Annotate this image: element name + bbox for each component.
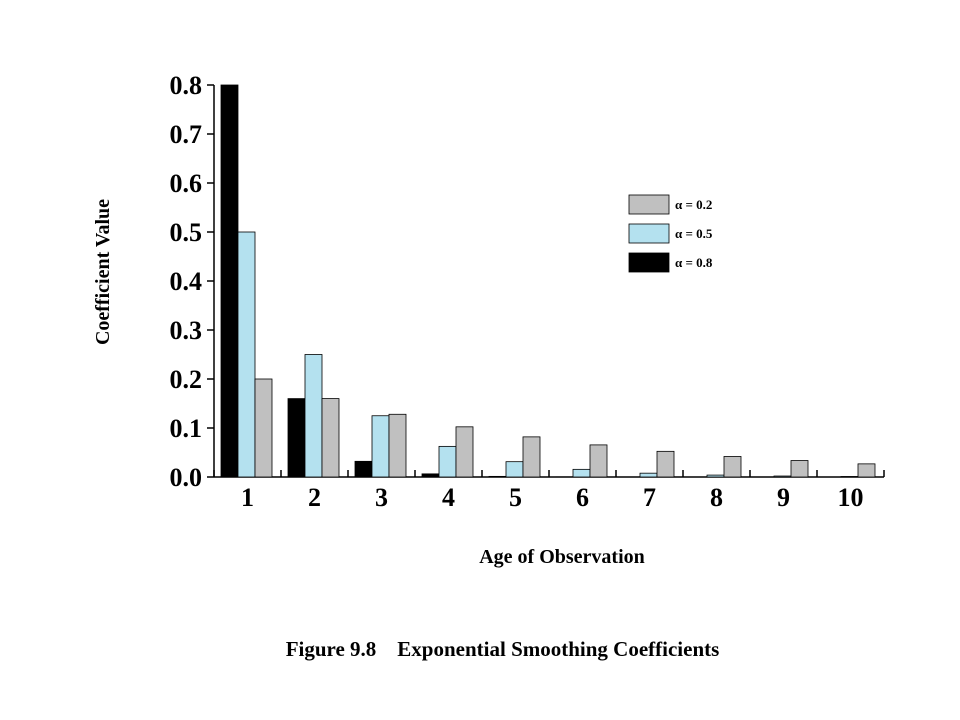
- y-tick-label: 0.4: [170, 267, 203, 296]
- legend-label: α = 0.8: [675, 255, 713, 270]
- x-tick-label: 10: [838, 483, 864, 512]
- bar: [572, 468, 591, 478]
- y-axis: 0.0 0.1 0.2 0.3 0.4 0.5 0.6 0.7 0.8: [170, 71, 215, 492]
- bar: [455, 426, 474, 478]
- y-tick-label: 0.1: [170, 414, 203, 443]
- x-tick-label: 5: [509, 483, 522, 512]
- bar: [421, 473, 440, 478]
- y-tick-label: 0.7: [170, 120, 203, 149]
- bar: [254, 378, 273, 478]
- legend-label: α = 0.5: [675, 226, 713, 241]
- x-tick-label: 6: [576, 483, 589, 512]
- bar: [706, 474, 725, 478]
- x-tick-label: 7: [643, 483, 656, 512]
- figure-title: Exponential Smoothing Coefficients: [397, 637, 720, 661]
- bar: [589, 444, 608, 478]
- x-tick-label: 1: [241, 483, 254, 512]
- figure-number: Figure 9.8: [285, 637, 377, 661]
- bar: [237, 231, 256, 478]
- x-tick-label: 8: [710, 483, 723, 512]
- bars: [220, 84, 876, 478]
- y-tick-label: 0.3: [170, 316, 203, 345]
- y-tick-label: 0.6: [170, 169, 203, 198]
- legend-swatch: [628, 252, 670, 273]
- x-tick-label: 4: [442, 483, 455, 512]
- bar: [790, 460, 809, 478]
- bar: [723, 456, 742, 478]
- bar: [656, 450, 675, 478]
- bar: [505, 461, 524, 478]
- y-tick-label: 0.2: [170, 365, 203, 394]
- legend-swatch: [628, 194, 670, 215]
- legend-swatch: [628, 223, 670, 244]
- y-tick-label: 0.0: [170, 463, 203, 492]
- y-tick-label: 0.8: [170, 71, 203, 100]
- bar: [371, 415, 390, 478]
- bar: [287, 398, 306, 478]
- x-tick-label: 2: [308, 483, 321, 512]
- x-tick-label: 9: [777, 483, 790, 512]
- bar: [304, 354, 323, 478]
- bar: [438, 445, 457, 478]
- y-axis-title: Coefficient Value: [92, 199, 114, 345]
- x-tick-label: 3: [375, 483, 388, 512]
- y-tick-label: 0.5: [170, 218, 203, 247]
- bar: [321, 398, 340, 478]
- bar: [354, 460, 373, 478]
- bar: [388, 413, 407, 478]
- bar: [639, 472, 658, 478]
- legend: α = 0.2 α = 0.5 α = 0.8: [628, 194, 713, 273]
- bar: [857, 463, 876, 478]
- bar: [220, 84, 239, 478]
- figure-caption: Figure 9.8 Exponential Smoothing Coeffic…: [0, 637, 960, 662]
- bar: [488, 475, 507, 478]
- bar: [522, 436, 541, 478]
- bar: [773, 475, 792, 478]
- x-axis-title: Age of Observation: [479, 546, 645, 568]
- legend-label: α = 0.2: [675, 197, 712, 212]
